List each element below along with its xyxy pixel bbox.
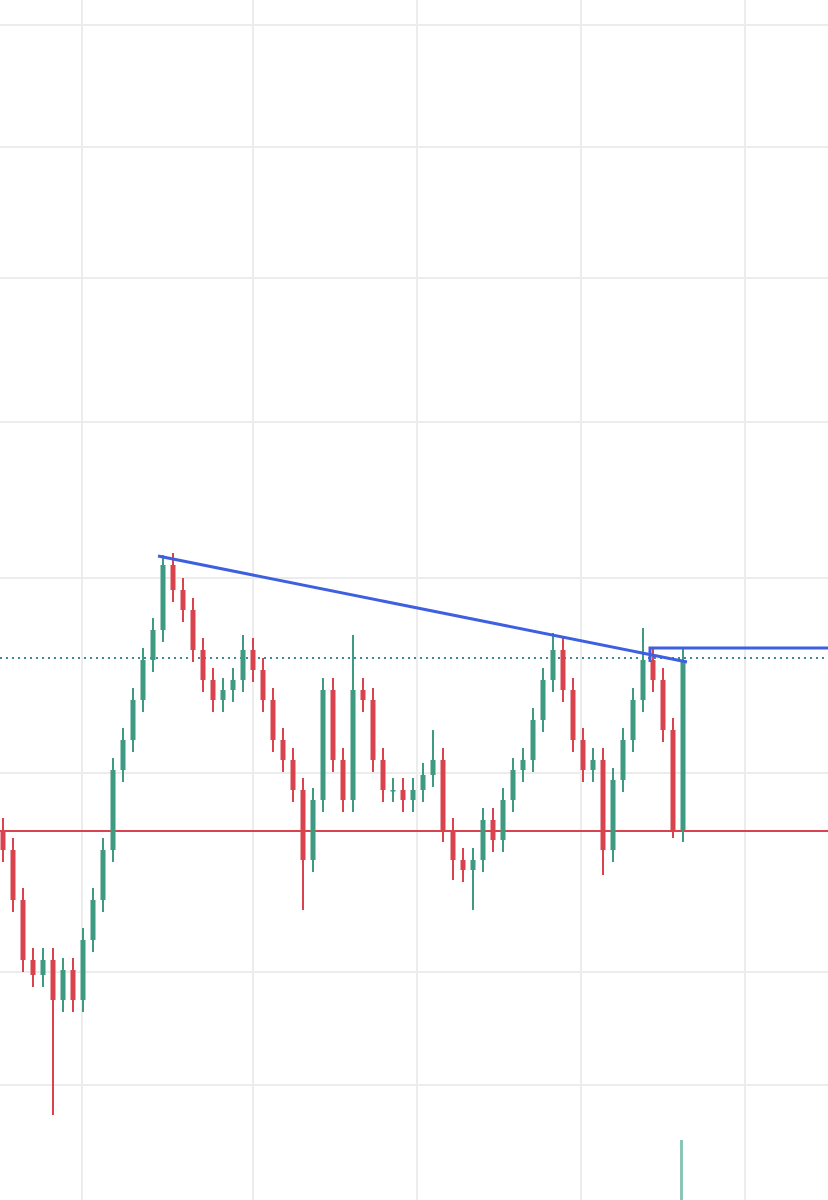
candle-body xyxy=(380,760,386,790)
candle-body xyxy=(460,860,466,870)
candle-body xyxy=(350,690,356,800)
candle-body xyxy=(450,830,456,860)
candle-body xyxy=(230,680,236,690)
candle-body xyxy=(220,690,226,700)
candle-body xyxy=(10,850,16,900)
candle-body xyxy=(370,700,376,760)
candle-body xyxy=(320,690,326,800)
candle-body xyxy=(650,660,656,680)
candle-body xyxy=(290,760,296,790)
candle-body xyxy=(470,860,476,870)
candle-body xyxy=(170,565,176,590)
candle-body xyxy=(150,630,156,660)
candle-body xyxy=(420,775,426,790)
breakout-line xyxy=(648,646,828,662)
candle-body xyxy=(440,760,446,830)
candle-body xyxy=(280,740,286,760)
candle-body xyxy=(30,960,36,975)
candle-body xyxy=(680,660,686,830)
candle-body xyxy=(520,760,526,770)
candle-body xyxy=(340,760,346,800)
candle-body xyxy=(600,760,606,850)
candle-body xyxy=(620,740,626,780)
candle-body xyxy=(360,690,366,700)
candle-body xyxy=(50,960,56,1000)
candle-body xyxy=(260,670,266,700)
candle-body xyxy=(0,830,6,850)
candle-body xyxy=(480,820,486,860)
candle-body xyxy=(180,590,186,610)
candle-body xyxy=(210,680,216,700)
candle-body xyxy=(60,970,66,1000)
candle-body xyxy=(140,660,146,700)
volume-bar xyxy=(680,1140,683,1200)
candle-body xyxy=(20,900,26,960)
candle-body xyxy=(510,770,516,800)
candle-body xyxy=(490,820,496,840)
candle-body xyxy=(410,790,416,800)
candle-body xyxy=(120,740,126,770)
candle-body xyxy=(330,690,336,760)
candle-body xyxy=(560,650,566,690)
candle-body xyxy=(40,960,46,975)
candle-body xyxy=(610,780,616,850)
candle-body xyxy=(640,660,646,700)
candle-body xyxy=(390,790,396,792)
candle-body xyxy=(240,650,246,680)
candle-body xyxy=(90,900,96,940)
candle-body xyxy=(530,720,536,760)
candle-body xyxy=(570,690,576,740)
candle-body xyxy=(500,800,506,840)
candle-body xyxy=(190,610,196,650)
candle-body xyxy=(550,650,556,680)
candle-body xyxy=(580,740,586,770)
candle-body xyxy=(100,850,106,900)
candle-body xyxy=(70,970,76,1000)
candles xyxy=(0,553,686,1115)
candle-body xyxy=(250,650,256,670)
candle-body xyxy=(270,700,276,740)
candle-body xyxy=(310,800,316,860)
candle-body xyxy=(130,700,136,740)
candle-body xyxy=(630,700,636,740)
trend-line xyxy=(157,554,688,664)
candle-body xyxy=(200,650,206,680)
candle-body xyxy=(300,790,306,860)
candle-body xyxy=(670,730,676,830)
candle-body xyxy=(400,790,406,800)
candle-body xyxy=(110,770,116,850)
candle-body xyxy=(540,680,546,720)
candle-body xyxy=(660,680,666,730)
candle-body xyxy=(160,565,166,630)
candle-body xyxy=(80,940,86,1000)
candle-body xyxy=(590,760,596,770)
candle-body xyxy=(430,760,436,775)
